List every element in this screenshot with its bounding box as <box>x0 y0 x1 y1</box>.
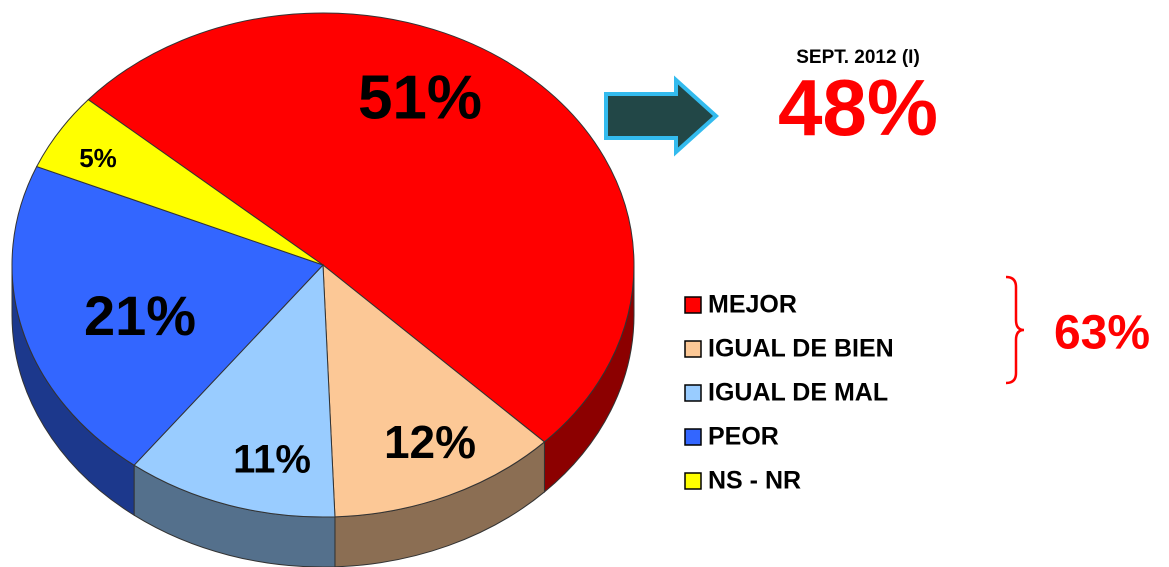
pie-slice <box>133 263 336 518</box>
group-total: 63% <box>1054 307 1150 360</box>
previous-value: 48% <box>778 63 938 152</box>
pie-slice <box>87 12 635 443</box>
legend-swatch <box>684 296 702 314</box>
slice-label: 5% <box>79 143 117 173</box>
period-label: SEPT. 2012 (I) <box>796 47 920 68</box>
slice-label: 51% <box>358 63 482 132</box>
legend-label: IGUAL DE MAL <box>708 379 888 407</box>
pie: 51% 12% 11% 21% 5% <box>11 12 635 567</box>
legend: MEJOR IGUAL DE BIEN IGUAL DE MAL PEOR NS - N… <box>684 291 894 495</box>
legend-swatch <box>684 384 702 402</box>
legend-swatch <box>684 340 702 358</box>
legend-label: PEOR <box>708 423 779 451</box>
slice-label: 21% <box>84 284 196 347</box>
bracket <box>1005 275 1025 385</box>
arrow <box>604 75 719 157</box>
pie-slice <box>322 263 546 518</box>
pie-slice <box>11 165 324 466</box>
legend-label: IGUAL DE BIEN <box>708 335 894 363</box>
pie-slice <box>36 99 324 266</box>
slice-label: 12% <box>384 416 476 468</box>
legend-label: NS - NR <box>708 467 801 495</box>
legend-label: MEJOR <box>708 291 797 319</box>
legend-swatch <box>684 472 702 490</box>
legend-swatch <box>684 428 702 446</box>
slice-label: 11% <box>233 438 311 482</box>
